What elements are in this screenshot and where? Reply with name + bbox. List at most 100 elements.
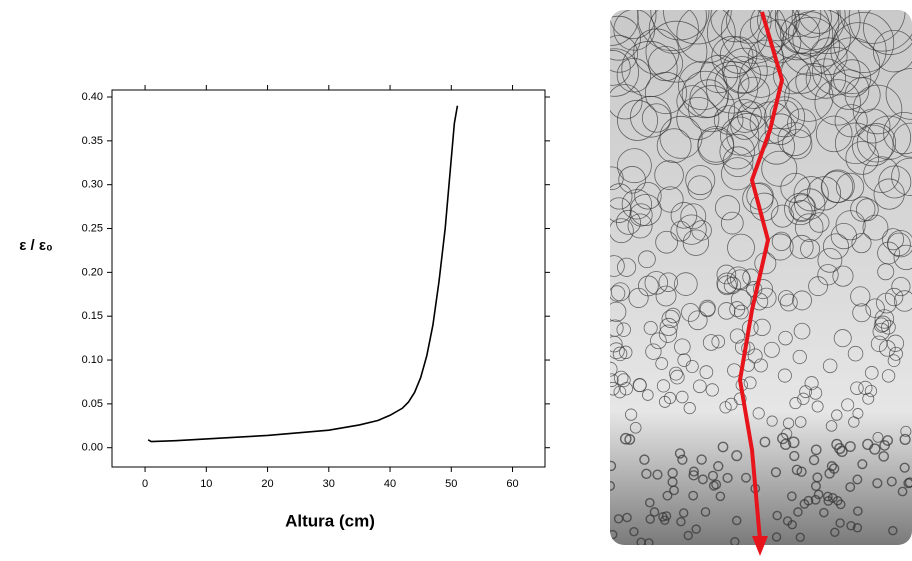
bubble	[731, 450, 743, 462]
bubble	[844, 441, 856, 453]
bubble	[677, 353, 691, 367]
bubble	[892, 122, 912, 158]
bubble	[764, 96, 806, 138]
bubble	[659, 115, 703, 159]
bubble	[676, 516, 686, 527]
bubble	[711, 334, 726, 349]
bubble	[822, 358, 838, 374]
bubble	[714, 65, 750, 100]
bubble	[875, 315, 892, 332]
bubble	[819, 507, 829, 518]
bubble	[645, 497, 655, 508]
bubble	[642, 389, 654, 401]
bubble	[782, 417, 795, 429]
x-axis-title: Altura (cm)	[285, 511, 375, 530]
bubble	[650, 332, 667, 350]
bubble	[848, 10, 912, 52]
bubble	[619, 432, 632, 445]
bubble	[804, 376, 819, 391]
bubble	[661, 309, 680, 328]
bubble	[716, 272, 738, 295]
bubble	[688, 470, 699, 481]
bubble	[676, 10, 736, 64]
bubble	[742, 183, 774, 215]
bubble	[873, 317, 890, 333]
bubble	[612, 346, 628, 362]
bubble	[817, 247, 843, 273]
bubble	[771, 231, 792, 252]
y-tick-label: 0.35	[82, 135, 103, 147]
bubble	[770, 467, 782, 478]
bubble	[656, 128, 692, 164]
x-tick-label: 20	[261, 478, 273, 490]
bubble	[708, 480, 719, 491]
bubble	[851, 124, 894, 167]
bubble	[676, 96, 720, 140]
bubble	[872, 29, 912, 73]
bubble	[652, 469, 663, 480]
bubble	[610, 10, 657, 40]
bubble	[659, 317, 678, 336]
x-tick-label: 40	[384, 478, 396, 490]
bubble	[846, 521, 856, 531]
y-axis-title: ε / ε₀	[19, 237, 53, 254]
bubble	[661, 511, 672, 521]
bubble	[717, 302, 736, 320]
bubble	[777, 122, 812, 157]
bubble	[610, 50, 631, 86]
bubble	[791, 10, 832, 38]
bubble	[616, 57, 652, 93]
bubble	[610, 319, 624, 337]
bubble	[655, 285, 677, 307]
bubble	[638, 250, 656, 269]
bubble	[655, 230, 679, 254]
bubble	[737, 101, 767, 131]
bubble	[852, 474, 863, 485]
bubble	[610, 48, 640, 97]
bubble	[893, 290, 912, 312]
bubble	[658, 272, 679, 292]
bubble	[645, 514, 655, 524]
bubble	[812, 47, 861, 96]
bubble	[851, 233, 872, 254]
bubble	[731, 515, 742, 526]
bubble	[881, 319, 896, 335]
bubble	[900, 425, 912, 437]
bubble	[621, 189, 652, 220]
bubble	[844, 77, 881, 114]
bubble	[769, 99, 800, 130]
bubble	[699, 54, 739, 94]
bubble	[879, 440, 890, 451]
bubble	[719, 401, 732, 414]
bubble	[863, 10, 912, 56]
bubble	[713, 105, 744, 135]
bubble	[777, 368, 792, 383]
bubble	[632, 378, 647, 393]
bubble	[650, 10, 710, 41]
bubble	[610, 218, 634, 244]
bubble	[645, 343, 662, 360]
bubble	[629, 203, 653, 227]
bubble	[641, 103, 672, 133]
bubble	[637, 10, 707, 51]
bubble	[616, 322, 631, 337]
bubble	[675, 390, 689, 404]
bubble	[610, 10, 639, 46]
bubble	[674, 338, 691, 356]
bubble	[827, 493, 838, 503]
bubble	[835, 172, 865, 201]
bubble	[834, 122, 877, 165]
bubble	[713, 461, 724, 472]
x-tick-label: 30	[323, 478, 335, 490]
bubble	[865, 298, 885, 318]
bubble	[796, 466, 807, 477]
bubble	[610, 361, 618, 377]
bubble	[885, 68, 912, 120]
bubble	[852, 303, 872, 323]
bubble	[781, 428, 793, 440]
bubble	[778, 330, 793, 346]
bubble	[610, 381, 620, 396]
bubble	[786, 491, 797, 502]
bubble	[644, 271, 669, 295]
red-arrowhead	[752, 536, 768, 556]
